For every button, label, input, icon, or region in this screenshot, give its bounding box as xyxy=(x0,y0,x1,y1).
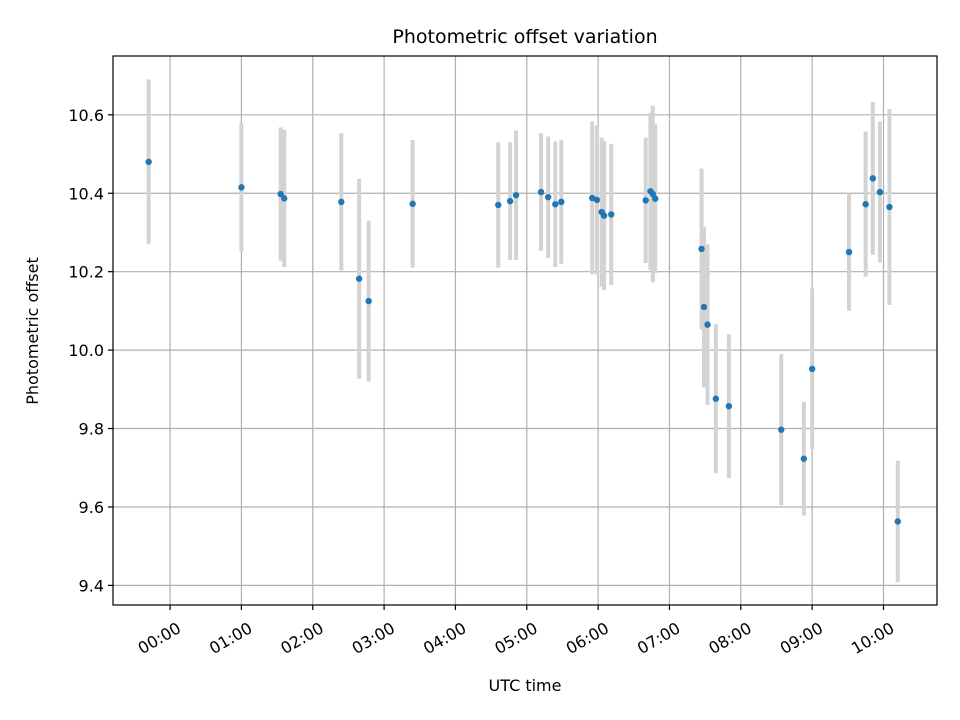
data-point xyxy=(593,196,601,204)
data-point xyxy=(808,365,816,373)
x-tick-label: 09:00 xyxy=(777,618,826,658)
point-layer xyxy=(145,158,901,525)
x-tick-label: 01:00 xyxy=(206,618,255,658)
data-point xyxy=(704,321,711,328)
data-point xyxy=(876,188,884,196)
data-point xyxy=(355,275,363,282)
data-point xyxy=(862,201,869,208)
x-axis-label: UTC time xyxy=(489,676,562,695)
data-point xyxy=(778,426,785,433)
x-tick-label: 05:00 xyxy=(491,618,540,658)
data-point xyxy=(281,195,288,202)
data-point xyxy=(649,190,657,198)
data-point xyxy=(651,195,659,202)
data-point xyxy=(894,518,901,525)
data-point xyxy=(145,158,152,166)
data-point xyxy=(338,198,345,206)
data-point xyxy=(642,197,649,204)
data-point xyxy=(869,175,876,182)
plot-frame xyxy=(112,55,938,606)
y-tick-label: 10.6 xyxy=(68,106,104,125)
data-point xyxy=(409,200,416,208)
x-tick-label: 04:00 xyxy=(420,618,469,658)
data-point xyxy=(608,211,615,218)
x-tick-label: 00:00 xyxy=(135,618,184,658)
data-point xyxy=(712,395,720,402)
y-axis-label: Photometric offset xyxy=(23,257,42,405)
data-point xyxy=(600,212,608,219)
data-point xyxy=(238,184,245,191)
y-tick-label: 9.4 xyxy=(79,576,104,595)
data-point xyxy=(512,192,520,199)
data-point xyxy=(698,245,705,253)
data-point xyxy=(725,402,733,410)
x-tick-label: 08:00 xyxy=(705,618,754,658)
grid-layer xyxy=(113,56,937,605)
data-point xyxy=(800,455,808,462)
x-tick-label: 02:00 xyxy=(277,618,326,658)
y-tick-label: 10.0 xyxy=(68,341,104,360)
x-tick-label: 07:00 xyxy=(634,618,683,658)
data-point xyxy=(365,297,372,305)
y-tick-label: 9.6 xyxy=(79,498,104,517)
x-tick-label: 03:00 xyxy=(349,618,398,658)
data-point xyxy=(700,303,708,311)
data-point xyxy=(558,198,565,206)
data-point xyxy=(506,197,514,205)
y-tick-label: 10.2 xyxy=(68,263,104,282)
y-tick-label: 9.8 xyxy=(79,420,104,439)
data-point xyxy=(537,188,545,196)
data-point xyxy=(886,203,893,211)
y-tick-label: 10.4 xyxy=(68,184,104,203)
chart-title: Photometric offset variation xyxy=(392,26,657,48)
x-tick-label: 10:00 xyxy=(848,618,897,658)
data-point xyxy=(277,190,284,198)
data-point xyxy=(552,201,559,208)
data-point xyxy=(495,201,502,209)
tick-layer: 00:00 01:00 02:00 03:00 04:00 05:00 06:00 07:00… xyxy=(68,106,897,658)
x-tick-label: 06:00 xyxy=(563,618,612,658)
data-point xyxy=(845,248,853,256)
data-point xyxy=(544,193,552,201)
